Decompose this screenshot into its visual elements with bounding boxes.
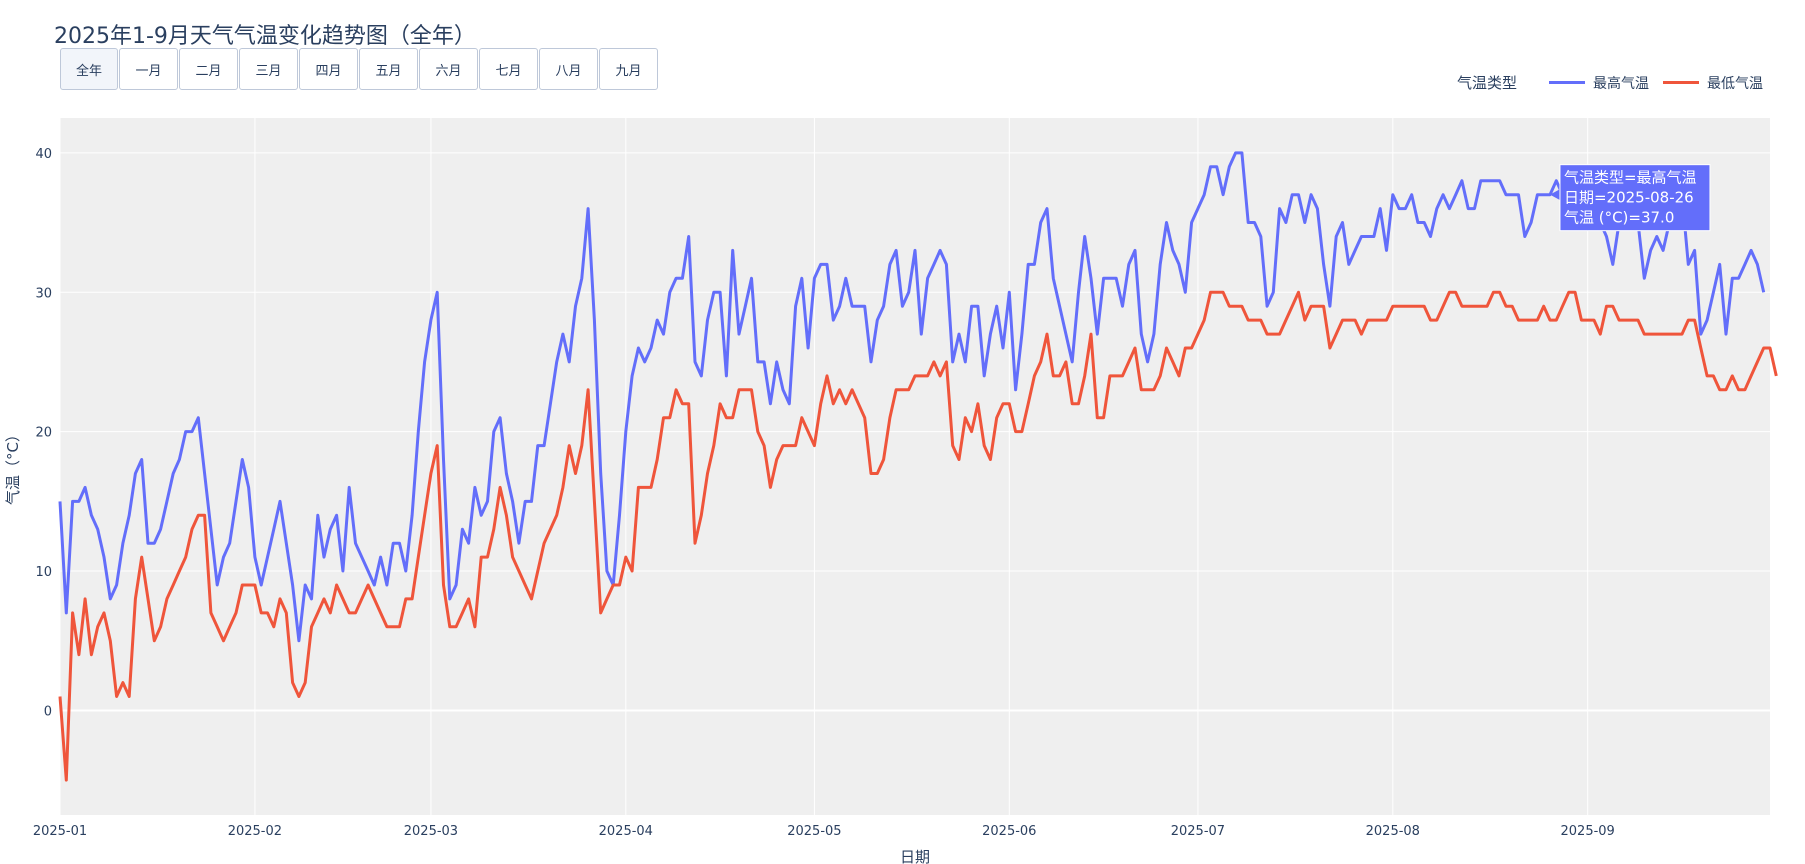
x-tick-label: 2025-08: [1366, 824, 1420, 839]
series-line-max-temp: [58, 151, 1766, 643]
tooltip-line-type: 气温类型=最高气温: [1564, 169, 1697, 187]
legend-item-min[interactable]: 最低气温: [1663, 73, 1763, 93]
hover-tooltip: 气温类型=最高气温 日期=2025-08-26 气温 (°C)=37.0: [1549, 164, 1711, 232]
legend-swatch-max: [1549, 81, 1585, 84]
tooltip-box: [1559, 164, 1711, 232]
legend-item-max[interactable]: 最高气温: [1549, 73, 1649, 93]
filter-button-jan[interactable]: 一月: [119, 48, 178, 90]
x-axis-label: 日期: [900, 848, 930, 864]
filter-button-may[interactable]: 五月: [359, 48, 418, 90]
filter-button-all[interactable]: 全年: [60, 48, 118, 90]
y-tick-labels: 0 10 20 30 40: [35, 147, 52, 720]
filter-button-mar[interactable]: 三月: [239, 48, 298, 90]
filter-button-aug[interactable]: 八月: [539, 48, 598, 90]
x-tick-label: 2025-04: [599, 824, 653, 839]
x-tick-label: 2025-03: [404, 824, 458, 839]
filter-button-apr[interactable]: 四月: [299, 48, 358, 90]
filter-button-jul[interactable]: 七月: [479, 48, 538, 90]
tooltip-line-date: 日期=2025-08-26: [1564, 189, 1694, 207]
legend-swatch-min: [1663, 81, 1699, 84]
y-tick-label: 40: [35, 147, 52, 162]
y-tick-label: 10: [35, 565, 52, 580]
x-tick-label: 2025-07: [1171, 824, 1225, 839]
tooltip-line-value: 气温 (°C)=37.0: [1564, 209, 1674, 227]
plot-area: [60, 118, 1770, 815]
legend-title: 气温类型: [1456, 74, 1517, 92]
filter-button-feb[interactable]: 二月: [179, 48, 238, 90]
x-tick-labels: 2025-01 2025-02 2025-03 2025-04 2025-05 2025-…: [33, 824, 1615, 839]
y-tick-label: 30: [35, 286, 52, 301]
legend-label-min: 最低气温: [1707, 75, 1763, 92]
series-line-min-temp: [58, 290, 1778, 782]
x-tick-label: 2025-06: [982, 824, 1036, 839]
x-tick-label: 2025-01: [33, 824, 87, 839]
filter-button-jun[interactable]: 六月: [419, 48, 478, 90]
gridlines: [59, 118, 1770, 815]
x-tick-label: 2025-02: [228, 824, 282, 839]
y-axis-label: 气温（°C）: [4, 427, 22, 505]
filter-button-sep[interactable]: 九月: [599, 48, 658, 90]
series-lines: [58, 151, 1778, 782]
month-filter-buttons: 全年 一月 二月 三月 四月 五月 六月 七月 八月 九月: [60, 48, 659, 90]
x-tick-label: 2025-05: [787, 824, 841, 839]
tooltip-pointer: [1549, 188, 1561, 201]
y-tick-label: 20: [35, 426, 52, 441]
legend: 气温类型 最高气温 最低气温: [1457, 72, 1763, 93]
x-tick-label: 2025-09: [1561, 824, 1615, 839]
y-tick-label: 0: [44, 704, 52, 719]
legend-label-max: 最高气温: [1593, 75, 1649, 92]
chart-title: 2025年1-9月天气气温变化趋势图（全年）: [54, 24, 476, 49]
